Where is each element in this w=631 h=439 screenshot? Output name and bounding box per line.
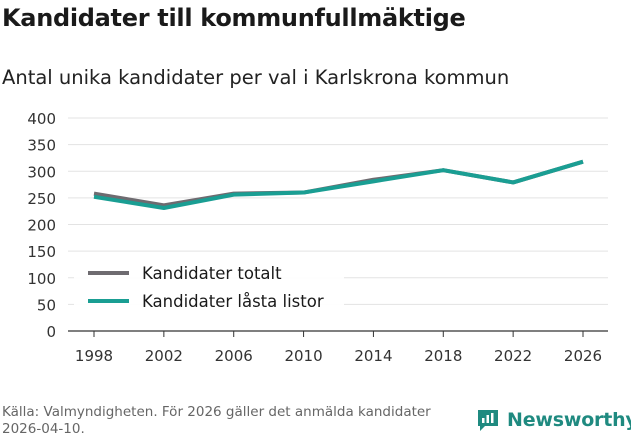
axes: 0 50 100 150 200 250 300 350 400 1998 2002 2006 2010… bbox=[27, 110, 608, 365]
y-tick-label-400: 400 bbox=[27, 110, 56, 128]
x-tick-label-2014: 2014 bbox=[354, 347, 392, 365]
series-lines bbox=[93, 159, 584, 210]
legend-label-0: Kandidater totalt bbox=[142, 264, 282, 283]
x-tick-label-2018: 2018 bbox=[424, 347, 462, 365]
x-tick-label-2006: 2006 bbox=[215, 347, 253, 365]
x-tick-label-1998: 1998 bbox=[75, 347, 113, 365]
chart-subtitle: Antal unika kandidater per val i Karlskr… bbox=[2, 66, 510, 89]
y-tick-label-350: 350 bbox=[27, 137, 56, 155]
y-tick-label-100: 100 bbox=[27, 270, 56, 288]
page-title: Kandidater till kommunfullmäktige bbox=[2, 4, 466, 32]
line-chart: 0 50 100 150 200 250 300 350 400 1998 2002 2006 2010… bbox=[27, 110, 608, 365]
brand-logo: Newsworthy bbox=[476, 408, 631, 432]
y-tick-label-200: 200 bbox=[27, 217, 56, 235]
x-tick-label-2026: 2026 bbox=[564, 347, 602, 365]
legend-background bbox=[74, 258, 344, 318]
x-tick-label-2010: 2010 bbox=[284, 347, 322, 365]
y-tick-label-300: 300 bbox=[27, 163, 56, 181]
y-tick-label-50: 50 bbox=[37, 296, 56, 314]
y-tick-label-150: 150 bbox=[27, 243, 56, 261]
legend: Kandidater totalt Kandidater låsta listor bbox=[74, 258, 344, 318]
brand-name: Newsworthy bbox=[507, 409, 631, 431]
x-tick-label-2002: 2002 bbox=[145, 347, 183, 365]
series-line-lasta-listor bbox=[93, 159, 584, 210]
y-tick-label-0: 0 bbox=[46, 323, 56, 341]
source-note: Källa: Valmyndigheten. För 2026 gäller d… bbox=[2, 404, 431, 437]
legend-label-1: Kandidater låsta listor bbox=[142, 292, 324, 311]
newsworthy-logo-icon bbox=[478, 410, 498, 431]
y-tick-label-250: 250 bbox=[27, 190, 56, 208]
x-tick-label-2022: 2022 bbox=[494, 347, 532, 365]
